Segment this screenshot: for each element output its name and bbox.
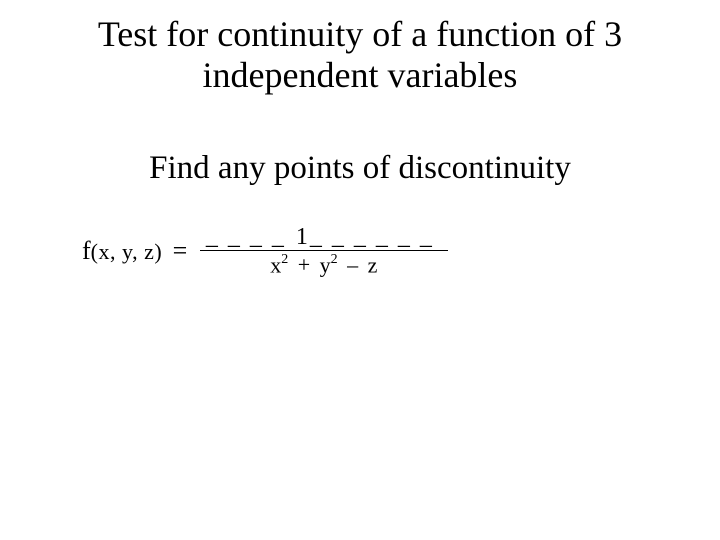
den-x-exp: 2 bbox=[281, 252, 288, 267]
den-z: z bbox=[368, 252, 378, 277]
slide: Test for continuity of a function of 3 i… bbox=[0, 0, 720, 540]
numerator-lead: ____ bbox=[206, 224, 294, 250]
numerator-trail: ______ bbox=[310, 224, 442, 250]
den-minus: – bbox=[338, 252, 368, 277]
title-line-2: independent variables bbox=[203, 55, 518, 95]
numerator: ____1______ bbox=[200, 225, 448, 250]
slide-title: Test for continuity of a function of 3 i… bbox=[0, 14, 720, 97]
formula-func: f bbox=[82, 236, 91, 265]
prompt-text: Find any points of discontinuity bbox=[0, 150, 720, 187]
denominator: x2 + y2 – z bbox=[200, 250, 448, 276]
den-y: y bbox=[320, 252, 331, 277]
numerator-value: 1 bbox=[294, 225, 310, 249]
fraction: ____1______ x2 + y2 – z bbox=[200, 225, 448, 276]
den-y-exp: 2 bbox=[331, 252, 338, 267]
formula: f(x, y, z) = ____1______ x2 + y2 – z bbox=[82, 225, 448, 276]
equals-sign: = bbox=[173, 236, 188, 266]
title-line-1: Test for continuity of a function of 3 bbox=[98, 14, 622, 54]
formula-lhs: f(x, y, z) bbox=[82, 236, 162, 266]
den-x: x bbox=[270, 252, 281, 277]
den-plus: + bbox=[288, 252, 319, 277]
formula-args: (x, y, z) bbox=[91, 239, 163, 264]
